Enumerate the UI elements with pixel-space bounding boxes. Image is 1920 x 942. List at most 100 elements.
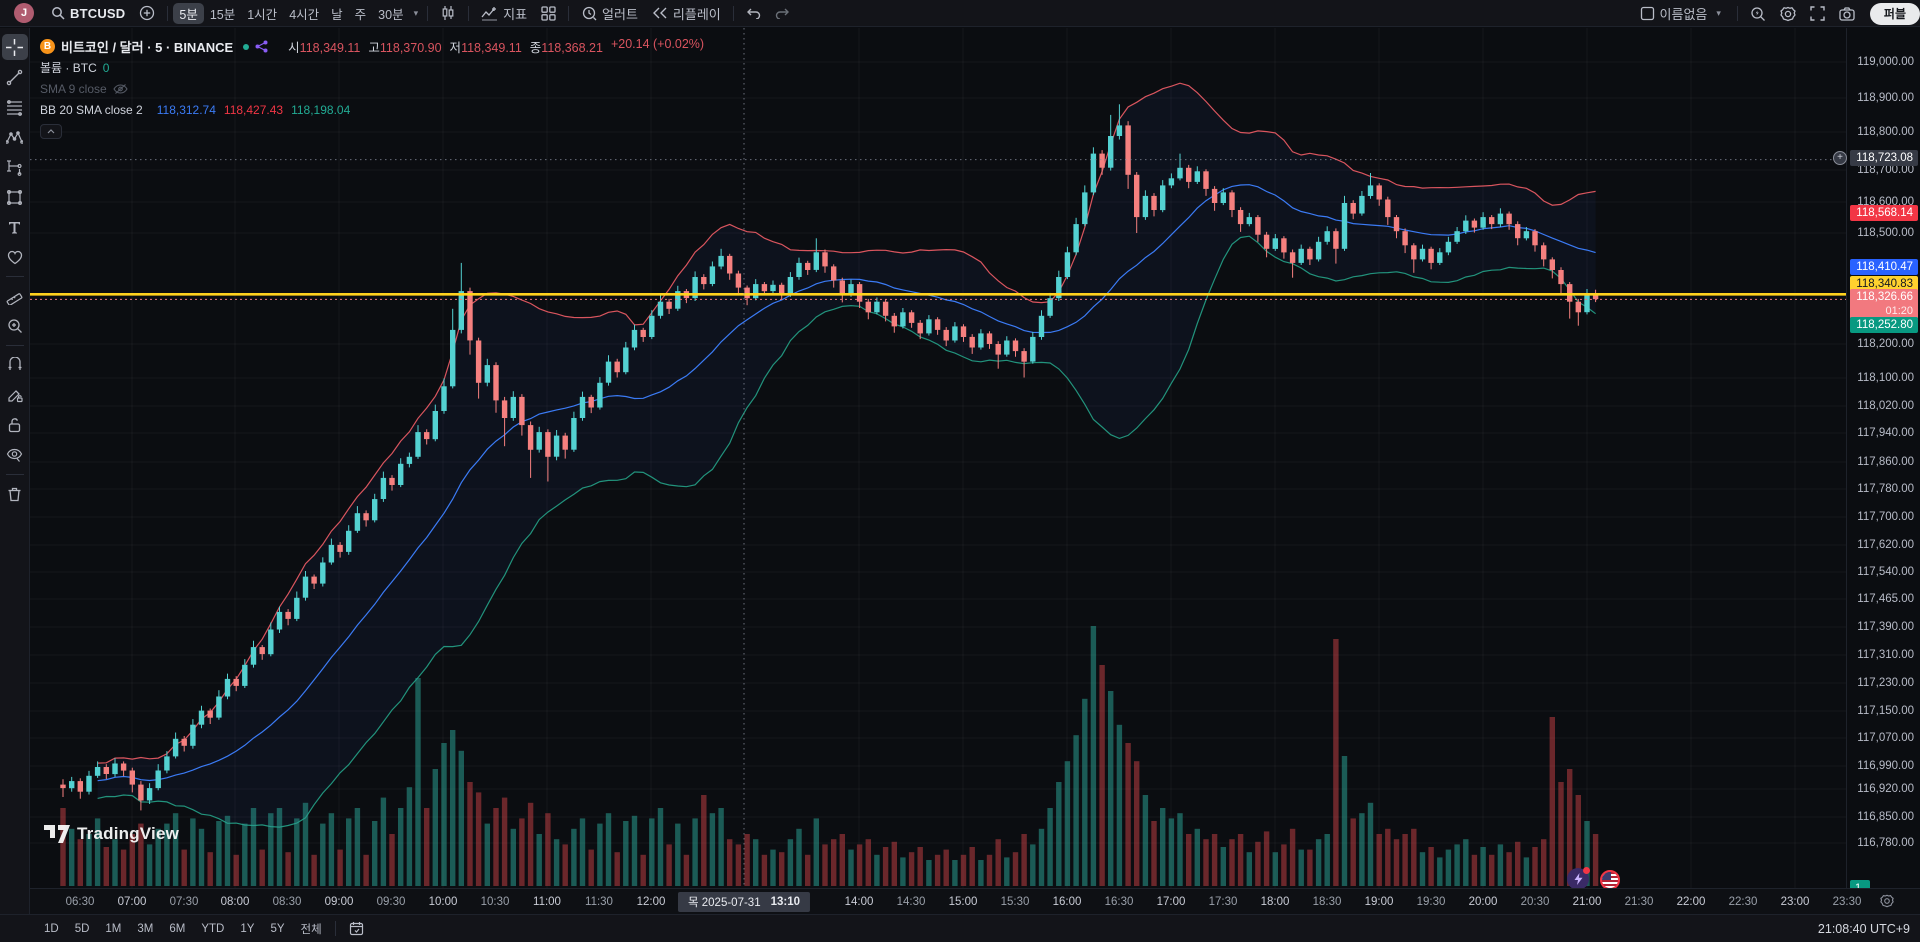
session-clock[interactable]: 21:08:40 UTC+9 (1817, 921, 1910, 936)
compare-add-button[interactable] (132, 2, 162, 24)
timeframe-button-주[interactable]: 주 (354, 7, 367, 22)
ohlc-item: 저118,349.11 (449, 41, 522, 55)
undo-icon (746, 7, 761, 19)
remove-drawings-button[interactable] (2, 481, 28, 507)
redo-button[interactable] (768, 2, 797, 24)
market-status-dot[interactable] (243, 43, 250, 50)
indicators-button[interactable]: 지표 (474, 2, 534, 24)
time-tick: 23:00 (1780, 895, 1810, 908)
pattern-tool-button[interactable] (2, 124, 28, 150)
time-tick: 21:00 (1572, 895, 1602, 908)
range-button-5Y[interactable]: 5Y (270, 922, 285, 935)
range-button-5D[interactable]: 5D (74, 922, 90, 935)
layout-name: 이름없음 (1659, 7, 1708, 22)
time-axis[interactable]: 06:30 07:00 07:30 08:00 08:30 09:00 09:30 10:00… (30, 888, 1920, 914)
go-to-date-button[interactable] (341, 919, 372, 939)
zoom-tool-button[interactable] (2, 313, 28, 339)
timeframe-button-날[interactable]: 날 (331, 7, 343, 22)
timeframe-button-30분[interactable]: 30분 (378, 7, 404, 22)
legend-sma-row[interactable]: SMA 9 close (40, 78, 704, 99)
price-tick: 118,500.00 (1857, 227, 1914, 239)
time-tick: 20:00 (1468, 895, 1498, 908)
range-button-전체[interactable]: 전체 (300, 923, 322, 936)
btc-logo-icon: B (40, 39, 55, 54)
share-idea-icon[interactable] (255, 40, 268, 53)
bb-upper-badge: 118,568.14 (1850, 205, 1918, 221)
fullscreen-button[interactable] (1803, 3, 1832, 25)
legend-collapse-button[interactable] (40, 124, 62, 139)
fib-tool-button[interactable] (2, 94, 28, 120)
hide-drawings-button[interactable] (2, 442, 28, 468)
range-button-1Y[interactable]: 1Y (240, 922, 255, 935)
emoji-tool-button[interactable] (2, 244, 28, 270)
drawing-mode-button[interactable] (2, 382, 28, 408)
time-tick: 22:00 (1676, 895, 1706, 908)
user-avatar[interactable]: J (14, 3, 34, 23)
bb-label: BB 20 SMA close 2 (40, 102, 143, 117)
technicals-gauge-icon[interactable] (1567, 867, 1590, 890)
undo-button[interactable] (739, 2, 768, 24)
add-alert-plus-icon[interactable]: + (1833, 151, 1847, 165)
screenshot-button[interactable] (1832, 3, 1862, 25)
crosshair-price-badge: 118,723.08 + (1833, 150, 1918, 166)
chart-legend: B 비트코인 / 달러 · 5 · BINANCE 시118,349.11 고11… (40, 36, 704, 139)
time-axis-gear-icon[interactable] (1880, 894, 1894, 913)
candlestick-chart[interactable] (30, 28, 1846, 888)
bb-value: 118,312.74 (156, 102, 216, 117)
price-axis[interactable]: 1 A L 119,000.00118,900.00118,800.00118,… (1833, 28, 1920, 913)
time-tick: 19:00 (1364, 895, 1394, 908)
alert-button[interactable]: 얼러트 (574, 2, 645, 24)
timeframe-dropdown-chevron[interactable]: ▾ (413, 7, 419, 18)
chart-style-button[interactable] (433, 2, 463, 24)
candlestick-icon (440, 5, 456, 21)
indicators-label: 지표 (503, 6, 528, 22)
lock-drawings-button[interactable] (2, 412, 28, 438)
top-toolbar: J BTCUSD 5분 15분 1시간 4시간 날 주 30분 ▾ (0, 0, 1920, 27)
range-button-1D[interactable]: 1D (44, 922, 59, 935)
price-tick: 117,465.00 (1857, 593, 1914, 605)
symbol-search-button[interactable]: BTCUSD (44, 2, 132, 24)
range-button-YTD[interactable]: YTD (201, 922, 225, 935)
chart-pane[interactable]: B 비트코인 / 달러 · 5 · BINANCE 시118,349.11 고11… (30, 28, 1846, 890)
rectangle-shape-icon (7, 189, 23, 205)
layout-grid-button[interactable] (534, 2, 563, 24)
shapes-tool-button[interactable] (2, 184, 28, 210)
range-button-6M[interactable]: 6M (169, 922, 186, 935)
magnet-tool-button[interactable] (2, 352, 28, 378)
text-tool-button[interactable] (2, 214, 28, 240)
eye-hidden-icon[interactable] (113, 83, 128, 95)
range-button-1M[interactable]: 1M (105, 922, 122, 935)
legend-volume-row[interactable]: 볼륨 · BTC 0 (40, 57, 704, 78)
measure-tool-button[interactable] (2, 283, 28, 309)
position-tool-button[interactable] (2, 154, 28, 180)
layout-select-button[interactable]: 이름없음 ▾ (1633, 3, 1732, 25)
crosshair-icon (6, 38, 23, 56)
price-tick: 119,000.00 (1857, 56, 1914, 68)
timeframe-button-1시간[interactable]: 1시간 (247, 7, 278, 22)
range-button-3M[interactable]: 3M (137, 922, 154, 935)
time-tick: 16:30 (1104, 895, 1134, 908)
timeframe-button-5분[interactable]: 5분 (173, 2, 204, 24)
settings-button[interactable] (1773, 3, 1803, 25)
price-tick: 116,990.00 (1857, 760, 1914, 772)
heart-icon (7, 250, 22, 264)
timeframe-button-15분[interactable]: 15분 (209, 7, 236, 22)
indicators-icon (481, 6, 498, 21)
price-tick: 117,070.00 (1857, 732, 1914, 744)
legend-symbol-row[interactable]: B 비트코인 / 달러 · 5 · BINANCE 시118,349.11 고11… (40, 36, 704, 57)
legend-bb-row[interactable]: BB 20 SMA close 2 118,312.74 118,427.43 11… (40, 99, 704, 120)
economic-event-flag-icon[interactable] (1600, 870, 1620, 890)
toolbar-divider (167, 5, 169, 21)
date-range-group: 1D 5D 1M 3M 6M YTD 1Y 5Y 전체 (36, 919, 330, 939)
plus-circle-icon (139, 5, 155, 21)
replay-button[interactable]: 리플레이 (645, 2, 728, 24)
time-tick: 14:00 (844, 895, 874, 908)
publish-button[interactable]: 퍼블 (1869, 2, 1920, 25)
eye-icon (6, 448, 23, 462)
crosshair-tool-button[interactable] (1, 34, 28, 60)
quick-search-button[interactable] (1743, 3, 1773, 25)
price-tick: 118,800.00 (1857, 126, 1914, 138)
trend-line-tool-button[interactable] (2, 64, 28, 90)
trash-icon (8, 487, 21, 502)
timeframe-button-4시간[interactable]: 4시간 (289, 7, 320, 22)
